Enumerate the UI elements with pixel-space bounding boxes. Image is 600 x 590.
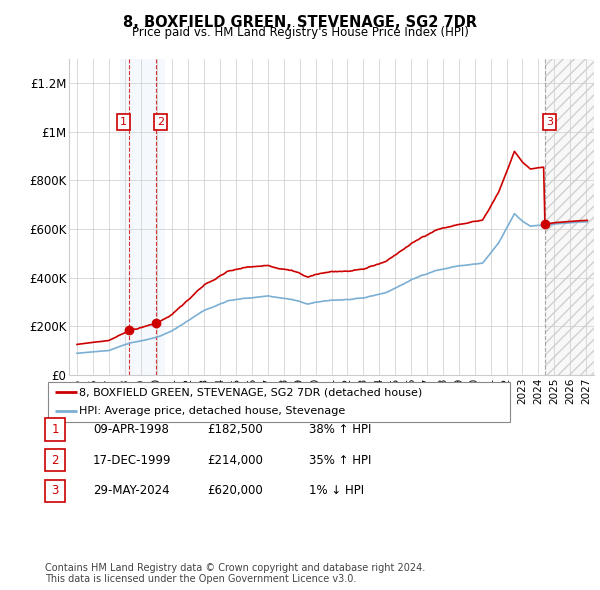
Text: 38% ↑ HPI: 38% ↑ HPI xyxy=(309,423,371,436)
Bar xyxy=(545,59,594,375)
Bar xyxy=(545,59,594,375)
Text: 8, BOXFIELD GREEN, STEVENAGE, SG2 7DR (detached house): 8, BOXFIELD GREEN, STEVENAGE, SG2 7DR (d… xyxy=(79,388,422,397)
Text: 17-DEC-1999: 17-DEC-1999 xyxy=(93,454,172,467)
Bar xyxy=(545,59,594,375)
Text: 1% ↓ HPI: 1% ↓ HPI xyxy=(309,484,364,497)
Text: 3: 3 xyxy=(546,117,553,127)
Text: £620,000: £620,000 xyxy=(207,484,263,497)
Text: HPI: Average price, detached house, Stevenage: HPI: Average price, detached house, Stev… xyxy=(79,407,346,416)
Text: £214,000: £214,000 xyxy=(207,454,263,467)
Text: 3: 3 xyxy=(52,484,59,497)
Text: 35% ↑ HPI: 35% ↑ HPI xyxy=(309,454,371,467)
Text: 2: 2 xyxy=(52,454,59,467)
Text: 1: 1 xyxy=(120,117,127,127)
Text: This data is licensed under the Open Government Licence v3.0.: This data is licensed under the Open Gov… xyxy=(45,574,356,584)
Text: £182,500: £182,500 xyxy=(207,423,263,436)
Text: 1: 1 xyxy=(52,423,59,436)
Text: Contains HM Land Registry data © Crown copyright and database right 2024.: Contains HM Land Registry data © Crown c… xyxy=(45,563,425,573)
Bar xyxy=(119,59,166,375)
Text: Price paid vs. HM Land Registry's House Price Index (HPI): Price paid vs. HM Land Registry's House … xyxy=(131,26,469,39)
Text: 2: 2 xyxy=(157,117,164,127)
Text: 09-APR-1998: 09-APR-1998 xyxy=(93,423,169,436)
Text: 29-MAY-2024: 29-MAY-2024 xyxy=(93,484,170,497)
Text: 8, BOXFIELD GREEN, STEVENAGE, SG2 7DR: 8, BOXFIELD GREEN, STEVENAGE, SG2 7DR xyxy=(123,15,477,30)
